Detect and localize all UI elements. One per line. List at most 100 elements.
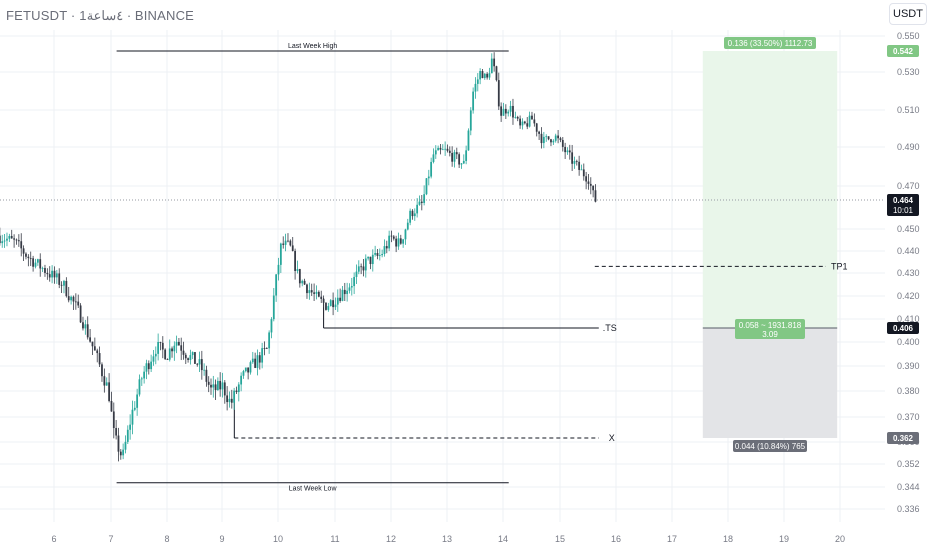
candle-body <box>500 106 503 116</box>
candle-body <box>418 201 421 205</box>
x-tick-label: 9 <box>219 534 224 544</box>
y-tick-label: 0.420 <box>897 291 920 301</box>
x-tick-label: 12 <box>386 534 396 544</box>
candle-body <box>277 264 280 275</box>
candle-body <box>383 246 386 255</box>
x-tick-label: 10 <box>273 534 283 544</box>
candle-body <box>374 252 377 255</box>
candle-body <box>397 238 400 247</box>
candle-body <box>519 118 521 126</box>
candle-body <box>221 382 224 390</box>
candle-body <box>350 286 353 288</box>
candle-body <box>228 398 231 403</box>
candle-body <box>538 131 540 134</box>
candle-body <box>122 449 125 456</box>
candle-body <box>545 136 548 138</box>
y-tick-label: 0.470 <box>897 181 920 191</box>
candle-body <box>369 256 372 265</box>
target-label-text: 0.136 (33.50%) 1112.73 <box>728 39 813 48</box>
candle-body <box>512 105 514 118</box>
candle-body <box>406 222 409 230</box>
entry-label-text: 3.09 <box>762 330 778 339</box>
price-badge-text: 0.406 <box>893 324 914 333</box>
candle-body <box>325 302 327 310</box>
candle-body <box>521 121 524 126</box>
candle-body <box>214 384 217 391</box>
candle-body <box>212 384 215 388</box>
candle-body <box>317 291 320 297</box>
candle-body <box>180 345 183 351</box>
candle-body <box>585 176 588 182</box>
candle-body <box>509 105 512 112</box>
candle-body <box>205 369 208 382</box>
candle-body <box>308 290 311 294</box>
candle-body <box>441 149 444 151</box>
candle-body <box>341 289 344 301</box>
candle-body <box>29 258 32 259</box>
candle-body <box>249 362 252 373</box>
y-tick-label: 0.336 <box>897 504 920 514</box>
candle-body <box>427 176 430 179</box>
candle-body <box>296 269 299 272</box>
x-tick-label: 17 <box>667 534 677 544</box>
candle-body <box>472 91 475 111</box>
candle-body <box>287 240 289 242</box>
candle-body <box>72 296 75 302</box>
candle-body <box>143 371 146 379</box>
candle-body <box>327 306 330 310</box>
x-tick-label: 16 <box>611 534 621 544</box>
candle-body <box>531 115 533 120</box>
ts-label: .TS <box>603 323 617 333</box>
candle-body <box>194 352 196 364</box>
y-tick-label: 0.390 <box>897 361 920 371</box>
y-tick-label: 0.430 <box>897 268 920 278</box>
candle-body <box>402 239 405 244</box>
candle-body <box>437 147 440 151</box>
candle-body <box>507 111 510 114</box>
last-week-low-label: Last Week Low <box>289 486 338 493</box>
candle-body <box>48 274 51 278</box>
candle-body <box>514 117 517 118</box>
candle-body <box>542 136 545 144</box>
candle-body <box>497 80 500 107</box>
candle-body <box>32 258 34 267</box>
candle-body <box>182 350 185 355</box>
y-tick-label: 0.530 <box>897 67 920 77</box>
x-tick-label: 13 <box>442 534 452 544</box>
price-badge-text: 0.464 <box>893 196 914 205</box>
candle-body <box>89 337 91 342</box>
candle-body <box>110 400 113 412</box>
candle-body <box>237 384 240 393</box>
candle-body <box>67 296 70 301</box>
candle-body <box>432 154 435 162</box>
candle-body <box>502 108 505 116</box>
candle-body <box>306 284 308 294</box>
candle-body <box>74 301 77 303</box>
candle-body <box>430 161 433 177</box>
price-badge <box>887 45 919 57</box>
currency-unit-button[interactable]: USDT <box>889 3 927 25</box>
candle-body <box>388 235 391 249</box>
x-tick-label: 18 <box>723 534 733 544</box>
candle-body <box>495 66 498 81</box>
candle-body <box>528 115 531 127</box>
countdown-text: 10:01 <box>893 206 914 215</box>
profit-zone[interactable] <box>702 51 838 328</box>
candle-body <box>65 280 68 297</box>
candle-body <box>339 297 342 301</box>
candle-body <box>124 441 127 450</box>
candle-body <box>504 108 507 114</box>
candle-body <box>476 79 479 84</box>
y-tick-label: 0.510 <box>897 105 920 115</box>
x-tick-label: 19 <box>779 534 789 544</box>
candle-body <box>55 273 58 278</box>
y-tick-label: 0.400 <box>897 337 920 347</box>
loss-zone[interactable] <box>702 328 838 438</box>
candle-body <box>41 268 44 269</box>
candle-body <box>561 140 564 147</box>
candle-body <box>96 350 99 354</box>
candle-body <box>490 58 493 74</box>
symbol-title: FETUSDT · 1٤ساعة · BINANCE <box>6 8 195 23</box>
candle-body <box>554 135 557 141</box>
